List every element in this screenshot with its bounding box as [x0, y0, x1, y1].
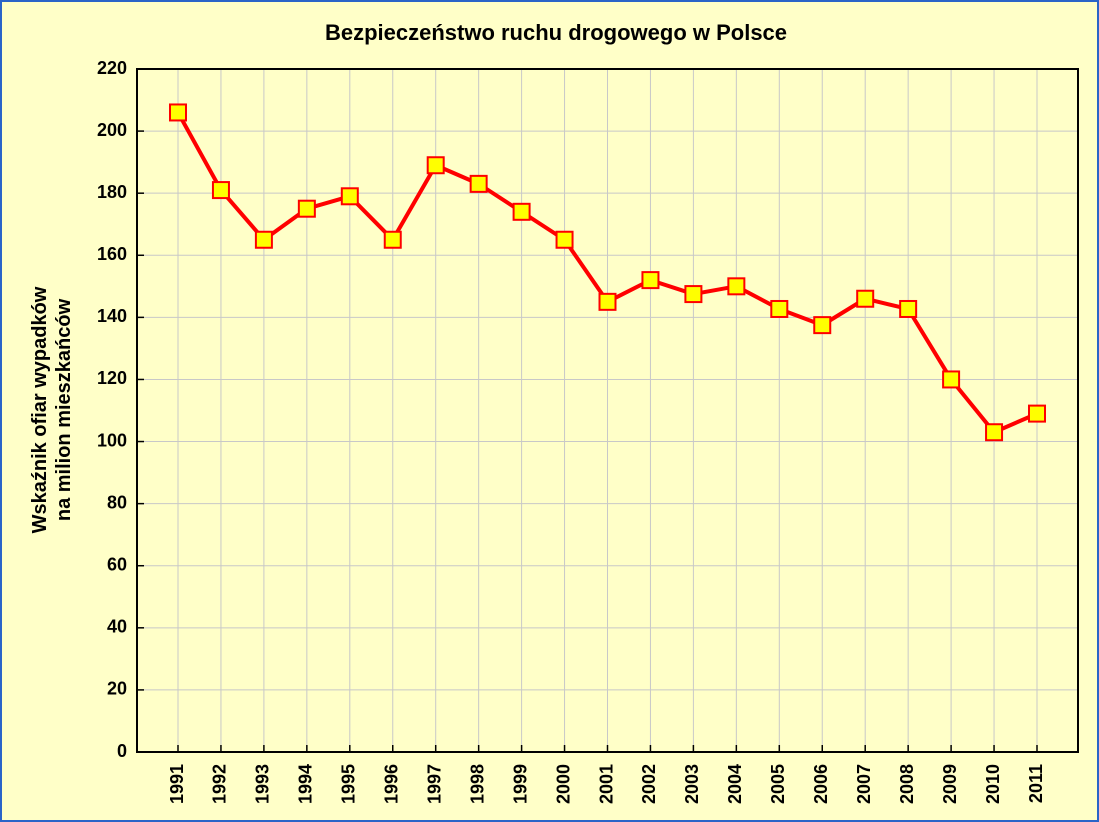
y-tick-label: 180: [97, 182, 127, 202]
x-tick-label: 2001: [596, 764, 616, 804]
marker: [899, 299, 918, 318]
marker: [383, 230, 402, 249]
y-tick-label: 140: [97, 306, 127, 326]
x-tick-label: 1993: [253, 764, 273, 804]
y-tick-label: 220: [97, 58, 127, 78]
marker: [942, 370, 961, 389]
x-tick-label: 2006: [811, 764, 831, 804]
marker: [684, 285, 703, 304]
x-tick-label: 2011: [1026, 764, 1046, 803]
x-tick-label: 1998: [467, 764, 487, 804]
marker: [985, 423, 1004, 442]
x-tick-label: 2003: [682, 764, 702, 804]
x-tick-label: 2010: [983, 764, 1003, 804]
x-tick-label: 1991: [167, 764, 187, 804]
y-tick-label: 160: [97, 244, 127, 264]
x-tick-label: 1992: [210, 764, 230, 804]
y-tick-label: 120: [97, 368, 127, 388]
marker: [641, 271, 660, 290]
marker: [469, 174, 488, 193]
y-tick-label: 40: [107, 617, 127, 637]
x-tick-label: 2002: [639, 764, 659, 804]
marker: [856, 289, 875, 308]
y-axis-label-line: na milion mieszkańców: [53, 298, 75, 521]
y-tick-label: 20: [107, 679, 127, 699]
x-tick-label: 2008: [897, 764, 917, 804]
chart-title: Bezpieczeństwo ruchu drogowego w Polsce: [325, 20, 787, 45]
plot-frame: [136, 68, 1079, 753]
x-tick-label: 2009: [940, 764, 960, 804]
marker: [555, 230, 574, 249]
x-tick-label: 1999: [510, 764, 530, 804]
x-tick-label: 2000: [553, 764, 573, 804]
marker: [426, 156, 445, 175]
marker: [598, 292, 617, 311]
marker: [1028, 404, 1046, 423]
x-tick-label: 1997: [424, 764, 444, 804]
marker: [512, 202, 531, 221]
y-axis-label-line: Wskaźnik ofiar wypadków: [29, 286, 51, 533]
marker: [211, 181, 230, 200]
marker: [254, 230, 273, 249]
y-tick-label: 80: [107, 492, 127, 512]
y-tick-label: 60: [107, 554, 127, 574]
x-tick-label: 1996: [382, 764, 402, 804]
marker: [727, 277, 746, 296]
marker: [297, 199, 316, 218]
marker: [340, 187, 359, 206]
marker: [813, 316, 832, 335]
x-tick-label: 2005: [768, 764, 788, 804]
y-tick-label: 100: [97, 430, 127, 450]
y-axis-label: Wskaźnik ofiar wypadków na milion mieszk…: [29, 286, 75, 533]
y-tick-label: 200: [97, 120, 127, 140]
marker: [770, 299, 789, 318]
x-tick-label: 2007: [854, 764, 874, 804]
marker: [169, 103, 187, 122]
x-tick-label: 1995: [339, 764, 359, 804]
x-tick-label: 2004: [725, 764, 745, 804]
y-tick-label: 0: [117, 741, 127, 761]
x-tick-label: 1994: [296, 764, 316, 804]
